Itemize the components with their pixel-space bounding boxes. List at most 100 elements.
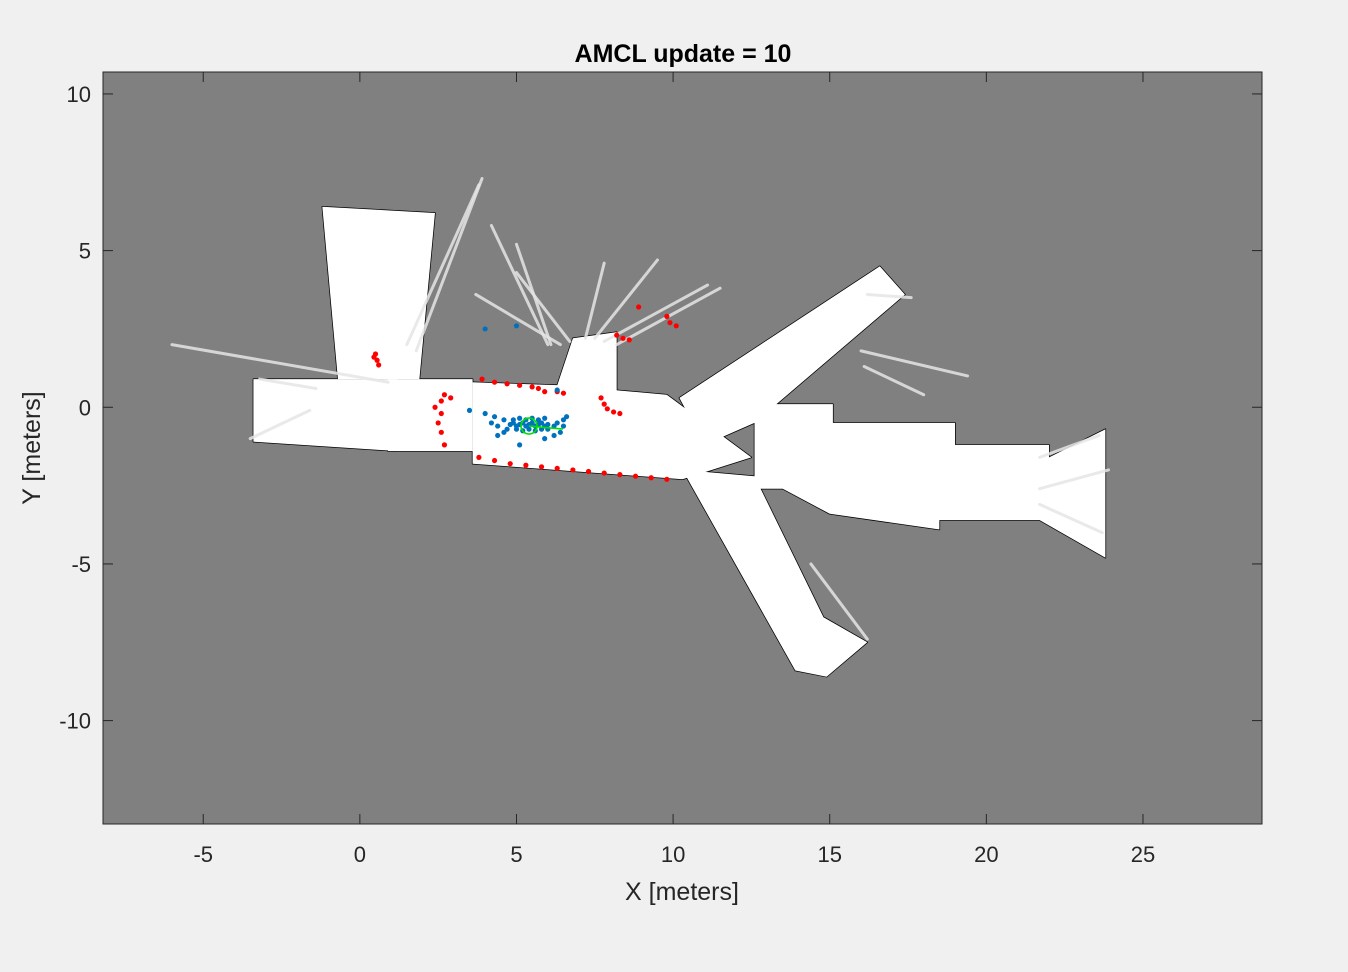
y-tick-label: -10 xyxy=(59,709,91,734)
lidar-ray xyxy=(1038,468,1111,491)
scan-point xyxy=(604,406,610,412)
scan-point xyxy=(448,395,454,401)
scan-point xyxy=(554,465,560,471)
particle xyxy=(526,426,532,432)
map-region-fill-5 xyxy=(679,266,905,445)
particle xyxy=(535,417,542,423)
pose-heading-line xyxy=(528,425,563,430)
particle xyxy=(554,420,560,426)
scan-point xyxy=(438,410,444,417)
scan-point xyxy=(517,382,523,388)
y-axis-ticks: 10 5 0 -5 -10 xyxy=(59,82,1262,734)
y-tick-label: -5 xyxy=(71,552,91,577)
scan-point xyxy=(371,354,377,360)
scan-point xyxy=(560,390,567,396)
x-tick-label: 10 xyxy=(661,842,685,867)
map-region-fill-3 xyxy=(472,382,752,480)
scan-point xyxy=(441,442,448,448)
lidar-ray xyxy=(862,365,926,397)
lidar-rays xyxy=(170,177,1111,641)
x-axis-label: X [meters] xyxy=(625,878,739,906)
lidar-ray xyxy=(865,292,913,300)
particle xyxy=(501,417,507,423)
lidar-ray xyxy=(414,177,484,353)
scan-point xyxy=(632,473,639,479)
lidar-ray xyxy=(583,261,606,340)
map-region-fill-6 xyxy=(754,404,1106,558)
map-region-fill-4 xyxy=(554,332,617,395)
map-region-fill-0 xyxy=(253,379,398,452)
scan-point xyxy=(529,384,535,390)
particle xyxy=(554,387,560,393)
lidar-ray xyxy=(258,377,318,390)
lidar-ray xyxy=(170,343,390,384)
particle xyxy=(557,429,563,435)
lidar-ray xyxy=(1038,502,1104,535)
lidar-ray xyxy=(514,271,572,343)
scan-point xyxy=(636,304,642,310)
particle xyxy=(513,323,520,329)
x-tick-label: 20 xyxy=(974,842,998,867)
scan-point xyxy=(648,475,654,481)
occupancy-map xyxy=(252,205,1107,678)
scan-point xyxy=(542,389,548,395)
lidar-ray xyxy=(593,258,659,340)
scan-point xyxy=(598,395,604,401)
scan-point xyxy=(673,323,679,329)
particle xyxy=(517,415,523,421)
x-axis-ticks: -5 0 5 10 15 20 25 xyxy=(193,72,1155,867)
x-tick-label: 15 xyxy=(817,842,841,867)
particle xyxy=(551,432,557,439)
pose-estimate xyxy=(520,417,563,435)
scan-point xyxy=(535,385,542,392)
particle xyxy=(466,407,473,413)
particle xyxy=(488,420,495,426)
scan-point xyxy=(491,379,498,385)
x-tick-label: 25 xyxy=(1131,842,1155,867)
particle xyxy=(495,423,501,429)
scan-point xyxy=(610,409,617,415)
scan-point xyxy=(376,362,382,368)
scan-point xyxy=(476,454,482,460)
scan-point xyxy=(538,464,545,470)
scan-point xyxy=(570,467,576,473)
scan-point xyxy=(601,401,607,407)
lidar-ray xyxy=(1038,433,1101,459)
lidar-ray xyxy=(809,562,869,641)
lidar-ray xyxy=(602,283,710,343)
scan-point xyxy=(435,420,441,426)
scan-point xyxy=(441,392,448,398)
particle xyxy=(495,432,501,439)
particle xyxy=(501,429,507,435)
x-tick-label: 0 xyxy=(354,842,366,867)
lidar-ray xyxy=(405,183,481,347)
particle xyxy=(564,414,570,420)
map-region-fill-7 xyxy=(682,469,868,677)
scan-point xyxy=(438,398,444,404)
particles xyxy=(466,323,570,448)
scan-point xyxy=(626,337,632,343)
scan-point xyxy=(620,335,626,341)
lidar-ray xyxy=(474,292,562,347)
scan-points xyxy=(371,304,679,482)
particle xyxy=(560,423,567,429)
map-region-fill-1 xyxy=(322,206,435,380)
particle xyxy=(482,410,488,417)
x-tick-label: -5 xyxy=(193,842,213,867)
scan-point xyxy=(614,332,620,338)
scan-point xyxy=(491,457,498,464)
particle xyxy=(491,414,498,420)
scan-point xyxy=(617,410,623,417)
y-tick-label: 0 xyxy=(79,395,91,420)
lidar-ray xyxy=(859,349,970,378)
particle xyxy=(542,415,548,421)
scan-point xyxy=(523,462,529,468)
y-tick-label: 5 xyxy=(79,239,91,264)
particle xyxy=(542,436,548,442)
y-tick-label: 10 xyxy=(67,82,91,107)
scan-point xyxy=(585,468,592,475)
scan-point xyxy=(432,404,438,410)
x-tick-label: 5 xyxy=(510,842,522,867)
